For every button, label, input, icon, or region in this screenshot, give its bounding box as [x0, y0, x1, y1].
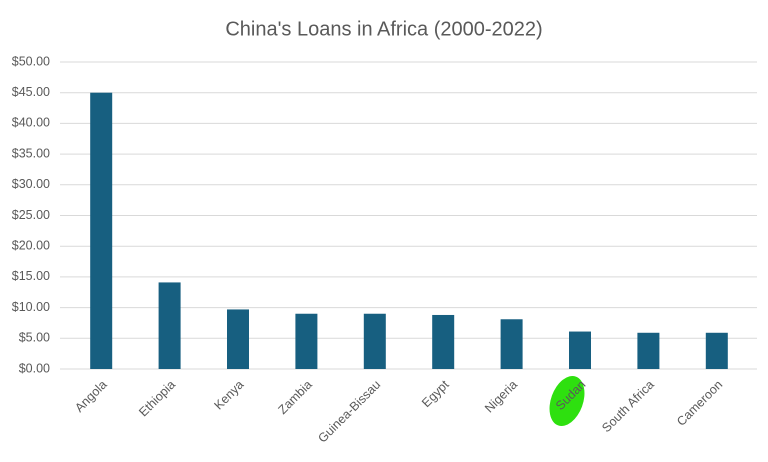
- y-tick-label: $20.00: [12, 238, 50, 252]
- y-tick-label: $50.00: [12, 54, 50, 68]
- bar: [227, 309, 249, 369]
- y-tick-label: $25.00: [12, 208, 50, 222]
- bar: [637, 332, 660, 369]
- bar: [158, 282, 181, 369]
- bar: [295, 313, 318, 369]
- y-tick-label: $15.00: [12, 269, 50, 283]
- y-tick-label: $10.00: [12, 300, 50, 314]
- bar: [705, 332, 728, 369]
- bar: [432, 314, 455, 369]
- y-tick-label: $0.00: [19, 361, 50, 375]
- bar: [569, 331, 591, 369]
- bar: [363, 313, 386, 369]
- y-tick-label: $45.00: [12, 85, 50, 99]
- bar: [500, 319, 523, 369]
- y-tick-label: $5.00: [19, 331, 50, 345]
- y-tick-label: $35.00: [12, 146, 50, 160]
- bar: [90, 92, 113, 369]
- highlight: [549, 375, 585, 427]
- y-tick-label: $40.00: [12, 116, 50, 130]
- y-tick-label: $30.00: [12, 177, 50, 191]
- chart-title: China's Loans in Africa (2000-2022): [225, 18, 542, 40]
